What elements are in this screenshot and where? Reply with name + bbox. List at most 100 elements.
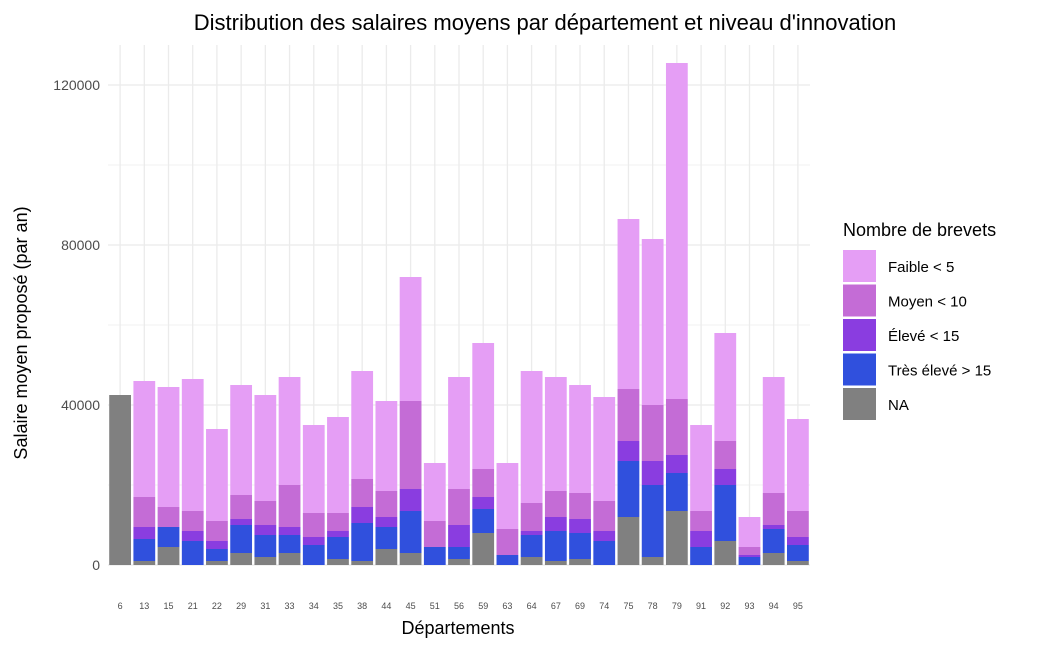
bar-segment [375,401,398,491]
bar-segment [520,371,543,503]
bar-segment [714,469,737,485]
bar-segment [690,511,712,531]
bar-segment [593,531,616,541]
bar-segment [375,527,398,549]
x-tick-label: 78 [648,601,658,611]
bar-segment [278,527,301,535]
bar-segment [787,545,809,561]
bar-segment [206,541,228,549]
bar-segment [569,493,591,519]
bar-segment [690,425,712,511]
bar-segment [665,473,688,511]
x-tick-label: 45 [406,601,416,611]
bar-segment [714,333,737,441]
x-tick-label: 29 [236,601,246,611]
bar-segment [230,519,253,525]
x-tick-label: 64 [527,601,537,611]
bar-segment [181,511,204,531]
bar-segment [254,525,277,535]
bars [109,63,809,565]
bar-segment [762,525,785,529]
legend-label: NA [888,397,909,414]
x-tick-label: 35 [333,601,343,611]
x-tick-label: 74 [599,601,609,611]
bar-segment [617,517,640,565]
bar-segment [448,547,470,559]
bar-segment [254,535,277,557]
bar-segment [448,559,470,565]
x-tick-label: 34 [309,601,319,611]
bar-segment [278,377,301,485]
bar-segment [302,513,325,537]
legend-swatch [843,388,876,420]
bar-segment [472,469,495,497]
bar-segment [762,553,785,565]
bar-segment [593,501,616,531]
bar-segment [496,463,519,529]
bar-segment [569,559,591,565]
x-tick-label: 75 [623,601,633,611]
bar-segment [762,493,785,525]
x-tick-label: 6 [118,601,123,611]
bar-segment [133,561,156,565]
bar-segment [714,541,737,565]
bar-segment [399,277,422,401]
bar-segment [593,541,616,565]
chart-title: Distribution des salaires moyens par dép… [194,10,897,35]
bar-segment [472,343,495,469]
x-tick-label: 22 [212,601,222,611]
x-tick-label: 94 [769,601,779,611]
bar-segment [133,539,156,561]
bar-segment [738,547,761,555]
y-axis-title: Salaire moyen proposé (par an) [11,206,31,459]
bar-segment [181,531,204,541]
bar-segment [641,405,664,461]
bar-segment [714,485,737,541]
bar-segment [641,557,664,565]
bar-segment [230,525,253,553]
bar-segment [472,497,495,509]
bar-segment [665,455,688,473]
bar-segment [569,385,591,493]
bar-segment [714,441,737,469]
y-axis: 0 40000 80000 120000 [53,77,100,573]
x-tick-label: 92 [720,601,730,611]
x-axis: 6 13 15 21 22 29 31 33 34 35 38 44 45 51 56 59 63 64 67 69 7… [118,601,803,611]
x-axis-title: Départements [401,618,514,638]
x-tick-label: 21 [188,601,198,611]
bar-segment [254,557,277,565]
bar-segment [157,547,180,565]
bar-segment [665,511,688,565]
x-tick-label: 91 [696,601,706,611]
bar-segment [738,555,761,557]
bar-segment [278,485,301,527]
legend-swatch [843,250,876,282]
bar-segment [738,517,761,547]
bar-segment [641,461,664,485]
x-tick-label: 59 [478,601,488,611]
bar-segment [327,537,349,559]
bar-segment [787,537,809,545]
bar-segment [665,63,688,399]
bar-segment [520,557,543,565]
bar-segment [544,491,567,517]
bar-segment [448,525,470,547]
bar-segment [544,517,567,531]
bar-segment [351,507,374,523]
x-tick-label: 51 [430,601,440,611]
bar-segment [327,559,349,565]
x-tick-label: 44 [381,601,391,611]
bar-segment [278,535,301,553]
bar-segment [787,419,809,511]
bar-segment [520,531,543,535]
bar-segment [641,239,664,405]
y-tick-label: 120000 [53,77,100,93]
bar-segment [762,529,785,553]
legend-swatch [843,284,876,317]
bar-segment [327,531,349,537]
x-tick-label: 38 [357,601,367,611]
bar-segment [448,489,470,525]
bar-segment [544,377,567,491]
bar-segment [375,491,398,517]
